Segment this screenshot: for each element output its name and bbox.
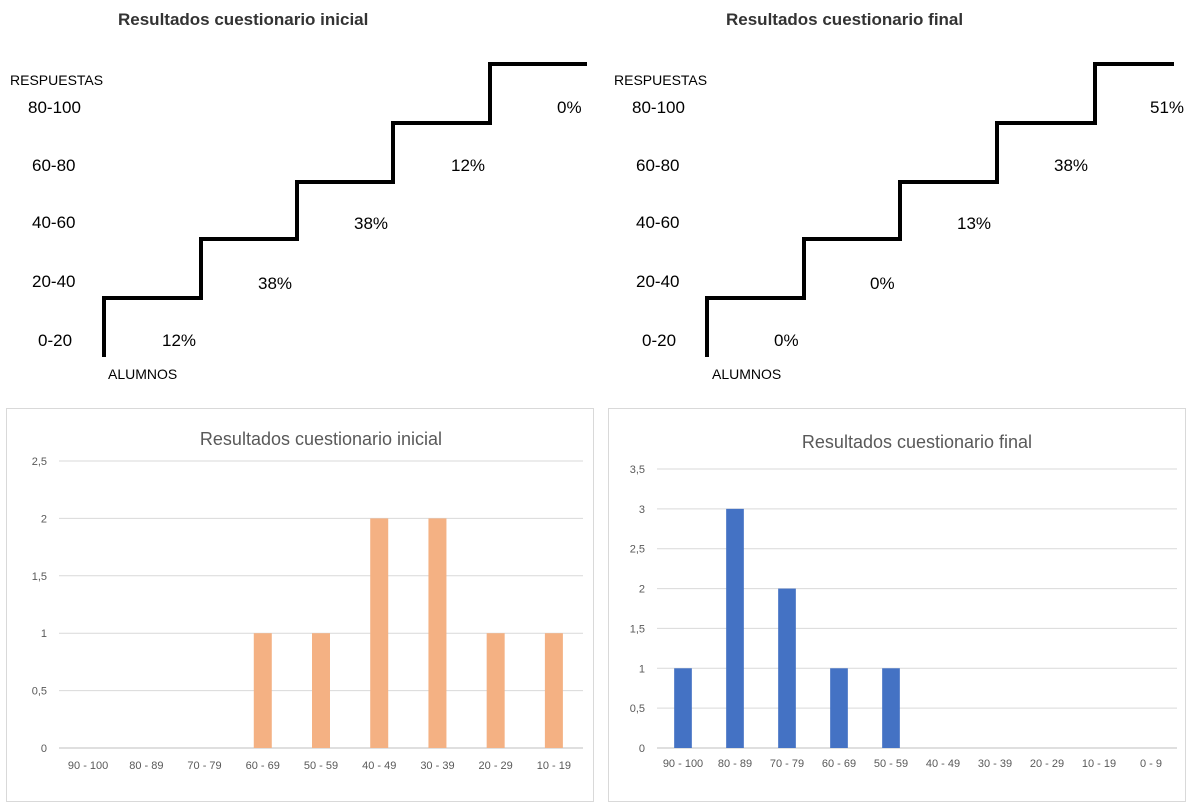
row-label-80-100: 80-100: [632, 98, 685, 117]
x-tick-label: 70 - 79: [187, 760, 221, 772]
staircase-line: [102, 62, 587, 357]
y-tick-label: 1,5: [630, 623, 645, 635]
bar: [778, 588, 796, 748]
x-tick-label: 40 - 49: [362, 760, 396, 772]
y-tick-label: 3,5: [630, 464, 645, 476]
x-tick-label: 80 - 89: [718, 758, 752, 770]
bar: [486, 633, 505, 748]
x-tick-label: 40 - 49: [926, 758, 960, 770]
chart-title: Resultados cuestionario inicial: [200, 429, 442, 449]
x-tick-label: 20 - 29: [1030, 758, 1064, 770]
x-tick-label: 30 - 39: [420, 760, 454, 772]
step-value: 0%: [774, 331, 799, 350]
x-tick-label: 90 - 100: [68, 760, 108, 772]
y-tick-label: 0: [639, 743, 645, 755]
x-tick-label: 60 - 69: [822, 758, 856, 770]
respuestas-label: RESPUESTAS: [10, 72, 104, 88]
x-tick-label: 80 - 89: [129, 760, 163, 772]
step-value: 12%: [162, 331, 197, 350]
bar-chart-inicial: Resultados cuestionario inicial 0 0,5 1 1,5 2…: [6, 408, 594, 802]
stair-title: Resultados cuestionario final: [726, 10, 964, 29]
bar: [312, 633, 330, 748]
y-tick-label: 1: [639, 663, 645, 675]
y-tick-label: 2,5: [32, 456, 47, 468]
y-tick-label: 0,5: [630, 703, 645, 715]
y-tick-label: 3: [639, 504, 645, 516]
step-value: 38%: [258, 274, 293, 293]
step-value: 12%: [451, 156, 486, 175]
bar: [674, 668, 692, 748]
x-tick-label: 60 - 69: [246, 760, 280, 772]
y-tick-label: 2: [639, 584, 645, 596]
row-label-20-40: 20-40: [32, 272, 76, 291]
step-value: 0%: [870, 274, 895, 293]
row-label-80-100: 80-100: [28, 98, 81, 117]
bar-chart-svg: Resultados cuestionario inicial 0 0,5 1 1,5 2…: [32, 429, 583, 772]
alumnos-label: ALUMNOS: [712, 366, 782, 382]
bar: [882, 668, 900, 748]
row-label-20-40: 20-40: [636, 272, 680, 291]
row-label-40-60: 40-60: [636, 213, 680, 232]
x-tick-label: 20 - 29: [479, 760, 513, 772]
alumnos-label: ALUMNOS: [108, 366, 178, 382]
x-tick-label: 30 - 39: [978, 758, 1012, 770]
stair-title: Resultados cuestionario inicial: [118, 10, 369, 29]
row-label-60-80: 60-80: [636, 156, 680, 175]
bar: [253, 633, 272, 748]
bar-chart-final: Resultados cuestionario final 0 0,5 1 1,5 2 2,…: [608, 408, 1186, 802]
y-tick-label: 0: [41, 743, 47, 755]
y-tick-label: 2,5: [630, 544, 645, 556]
bar: [428, 518, 447, 748]
x-tick-label: 70 - 79: [770, 758, 804, 770]
x-tick-label: 10 - 19: [1082, 758, 1116, 770]
row-label-60-80: 60-80: [32, 156, 76, 175]
step-value: 38%: [1054, 156, 1089, 175]
y-tick-label: 1,5: [32, 571, 47, 583]
bar: [726, 508, 744, 748]
respuestas-label: RESPUESTAS: [614, 72, 708, 88]
chart-title: Resultados cuestionario final: [802, 432, 1032, 452]
staircase-line: [705, 62, 1174, 357]
bar: [544, 633, 563, 748]
step-value: 0%: [557, 98, 582, 117]
row-label-0-20: 0-20: [642, 331, 677, 350]
row-label-40-60: 40-60: [32, 213, 76, 232]
bar: [830, 668, 848, 748]
bar-chart-svg: Resultados cuestionario final 0 0,5 1 1,5 2 2,…: [630, 432, 1177, 770]
y-tick-label: 0,5: [32, 686, 47, 698]
row-label-0-20: 0-20: [38, 331, 73, 350]
x-tick-label: 90 - 100: [663, 758, 703, 770]
y-tick-label: 1: [41, 628, 47, 640]
y-tick-label: 2: [41, 513, 47, 525]
step-value: 38%: [354, 214, 389, 233]
x-tick-label: 10 - 19: [537, 760, 571, 772]
bar: [370, 518, 389, 748]
x-tick-label: 0 - 9: [1140, 758, 1162, 770]
x-tick-label: 50 - 59: [874, 758, 908, 770]
step-value: 13%: [957, 214, 992, 233]
x-tick-label: 50 - 59: [304, 760, 338, 772]
step-value: 51%: [1150, 98, 1185, 117]
